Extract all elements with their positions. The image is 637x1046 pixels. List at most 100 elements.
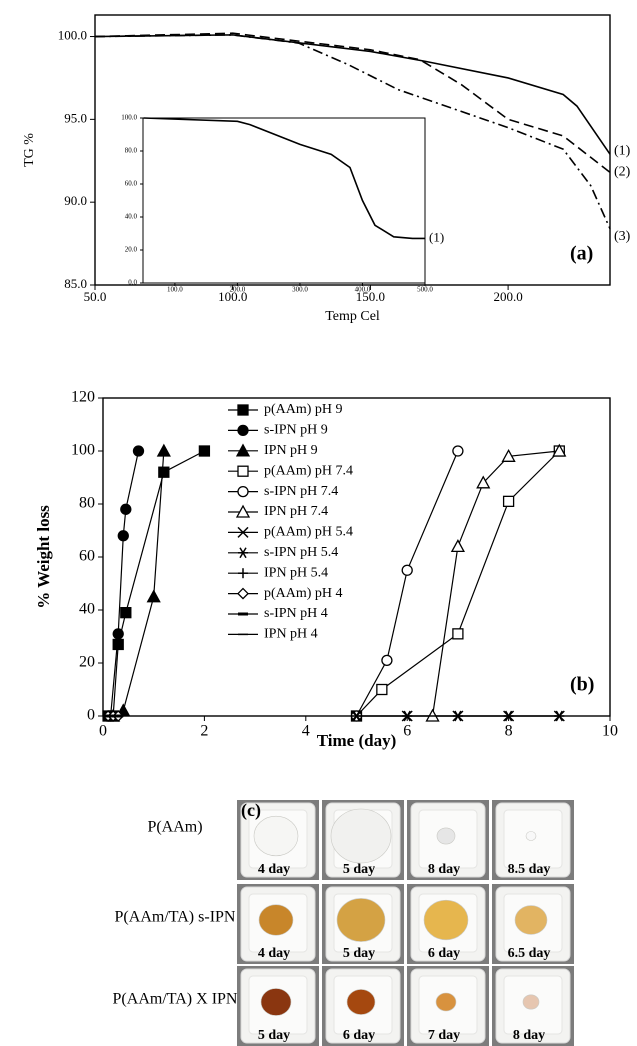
marker-triangle: [146, 589, 161, 603]
day-label: 8.5 day: [508, 862, 551, 877]
series-label: (3): [614, 229, 631, 244]
day-label: 4 day: [258, 946, 290, 961]
data-point: [146, 589, 161, 603]
legend-label: p(AAm) pH 4: [264, 586, 343, 601]
row-label: P(AAm): [147, 819, 202, 836]
marker-square: [237, 465, 249, 477]
row-label: P(AAm/TA) X IPN: [113, 991, 238, 1008]
data-point: [554, 710, 565, 722]
legend-label: s-IPN pH 7.4: [264, 484, 338, 499]
legend-label: p(AAm) pH 5.4: [264, 525, 353, 540]
sample: [435, 992, 457, 1012]
y-tick-label: 120: [71, 389, 95, 406]
legend-label: p(AAm) pH 7.4: [264, 463, 353, 478]
y-tick-label: 95.0: [64, 110, 87, 125]
day-label: 5 day: [343, 946, 375, 961]
data-point: [132, 445, 145, 457]
marker-triangle: [476, 475, 491, 489]
x-axis-label: Time (day): [317, 731, 397, 750]
sample: [336, 898, 386, 942]
legend-marker: [238, 568, 248, 579]
series-line: [94, 32, 611, 173]
legend-marker: [237, 404, 249, 416]
x-tick-label: 4: [302, 723, 310, 740]
data-point: [501, 448, 516, 462]
marker-square: [452, 628, 464, 640]
y-tick-label: 80.0: [125, 147, 138, 155]
data-point: [401, 564, 413, 576]
marker-triangle: [552, 443, 567, 457]
x-tick-label: 2: [200, 723, 208, 740]
legend-label: IPN pH 7.4: [264, 504, 328, 519]
series-line: [143, 117, 425, 240]
sample: [260, 988, 292, 1016]
series-label: (1): [429, 229, 444, 244]
marker-stroke: [352, 710, 361, 722]
row-label: P(AAm/TA) s-IPN: [115, 909, 236, 926]
y-tick-label: 90.0: [64, 193, 87, 208]
panel-label: (c): [241, 800, 261, 821]
marker-triangle: [235, 504, 251, 518]
y-tick-label: 40: [79, 601, 95, 618]
y-tick-label: 20: [79, 654, 95, 671]
y-tick-label: 60.0: [125, 180, 138, 188]
data-point: [117, 530, 129, 542]
day-label: 8 day: [428, 862, 460, 877]
marker-square: [112, 638, 124, 651]
legend-marker: [237, 485, 249, 498]
sample: [525, 831, 537, 841]
y-axis-label: TG %: [22, 133, 37, 167]
marker-triangle: [450, 539, 465, 553]
data-point: [552, 443, 567, 457]
y-tick-label: 0.0: [128, 279, 137, 287]
sample: [423, 899, 469, 941]
legend-label: IPN pH 5.4: [264, 565, 328, 580]
x-tick-label: 6: [403, 723, 411, 740]
sample: [436, 827, 456, 845]
series-line: [431, 450, 560, 717]
data-point: [112, 638, 124, 651]
data-point: [112, 628, 124, 640]
data-point: [452, 710, 463, 722]
series-label: (2): [614, 165, 631, 180]
day-label: 8 day: [513, 1028, 545, 1043]
y-tick-label: 40.0: [125, 213, 138, 221]
y-tick-label: 100: [71, 442, 95, 459]
y-tick-label: 80: [79, 495, 95, 512]
marker-square: [158, 466, 170, 478]
x-tick-label: 200.0: [493, 289, 522, 304]
marker-square: [198, 445, 211, 457]
legend-label: p(AAm) pH 9: [264, 402, 343, 417]
sample: [514, 905, 548, 935]
day-label: 6.5 day: [508, 946, 551, 961]
sample: [522, 994, 540, 1010]
legend-label: IPN pH 4: [264, 627, 318, 642]
data-point: [450, 539, 465, 553]
plot-frame: [94, 14, 611, 286]
legend-marker: [235, 443, 251, 457]
marker-triangle: [156, 443, 171, 457]
day-label: 6 day: [343, 1028, 375, 1043]
x-tick-label: 300.0: [292, 286, 308, 294]
data-point: [476, 475, 491, 489]
marker-circle: [237, 424, 249, 437]
legend-label: s-IPN pH 9: [264, 423, 328, 438]
series-line: [108, 450, 205, 717]
marker-circle: [452, 445, 464, 457]
series-label: (1): [614, 143, 631, 158]
data-point: [351, 710, 362, 722]
panel-label: (a): [570, 243, 593, 265]
data-point: [120, 607, 132, 619]
marker-diamond: [237, 587, 249, 600]
x-tick-label: 8: [505, 723, 513, 740]
y-tick-label: 60: [79, 548, 95, 565]
legend-marker: [237, 526, 249, 538]
marker-stroke: [237, 526, 249, 538]
day-label: 5 day: [258, 1028, 290, 1043]
marker-circle: [237, 485, 249, 498]
panel-label: (b): [570, 674, 594, 696]
marker-circle: [381, 654, 393, 666]
marker-triangle: [501, 448, 516, 462]
data-point: [198, 445, 211, 457]
